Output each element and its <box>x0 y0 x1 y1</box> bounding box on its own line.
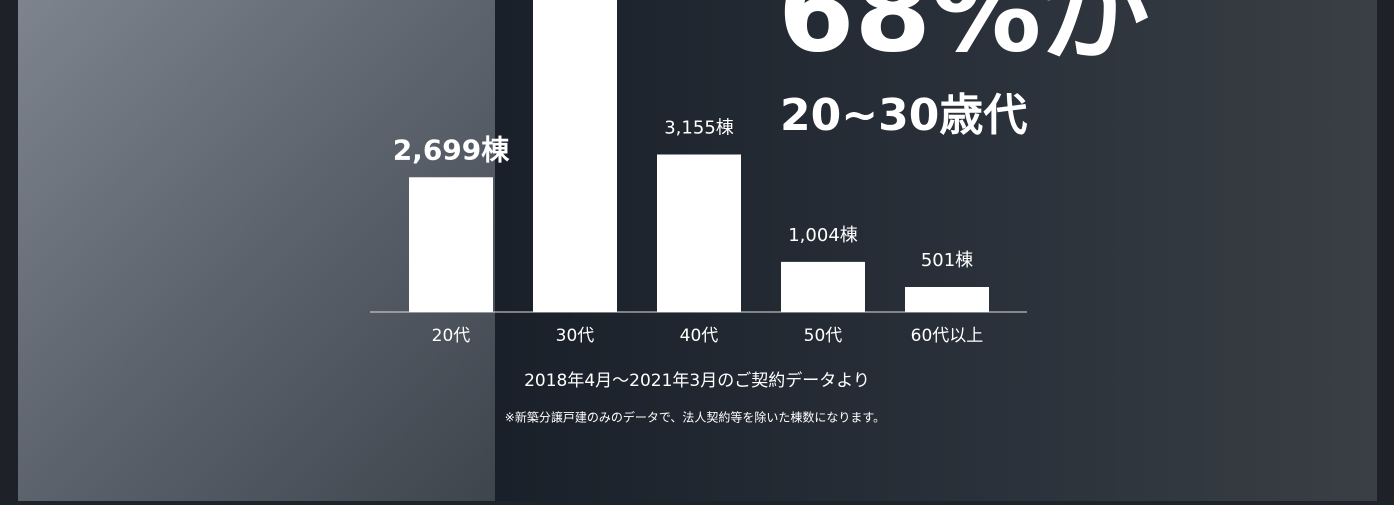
bar <box>657 155 741 312</box>
bar <box>905 287 989 312</box>
x-tick-label: 20代 <box>432 326 471 346</box>
bar <box>409 177 493 312</box>
bar <box>781 262 865 312</box>
footnote: ※新築分譲戸建のみのデータで、法人契約等を除いた棟数になります。 <box>505 410 885 425</box>
chart: 68%が 20~30歳代 2018年4月～2021年3月のご契約データより ※新… <box>0 0 1394 501</box>
value-label: 1,004棟 <box>788 225 858 246</box>
page: 68%が 20~30歳代 2018年4月～2021年3月のご契約データより ※新… <box>0 0 1394 501</box>
headline-sub: 20~30歳代 <box>780 90 1027 141</box>
x-tick-label: 40代 <box>680 326 719 346</box>
x-tick-label: 60代以上 <box>911 326 984 346</box>
x-tick-label: 50代 <box>804 326 843 346</box>
bar <box>533 0 617 312</box>
x-tick-label: 30代 <box>556 326 595 346</box>
value-label: 2,699棟 <box>393 133 511 166</box>
value-label: 3,155棟 <box>664 118 734 139</box>
note: 2018年4月～2021年3月のご契約データより <box>524 370 870 391</box>
value-label: 501棟 <box>921 250 973 271</box>
headline: 68%が <box>778 0 1151 76</box>
